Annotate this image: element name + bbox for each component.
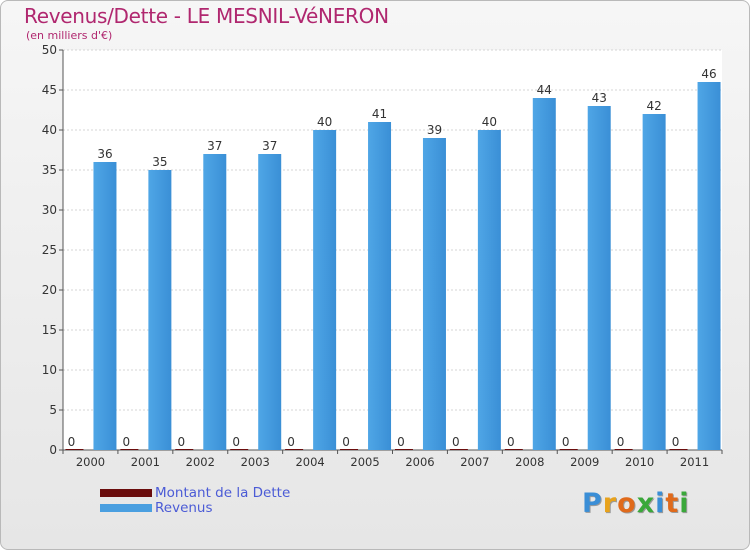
- data-label-dette: 0: [232, 435, 240, 449]
- bar-dette: [504, 449, 523, 450]
- x-tick-label: 2003: [241, 455, 270, 469]
- data-label-revenus: 36: [97, 147, 112, 161]
- bar-revenus: [532, 98, 556, 450]
- x-tick-label: 2005: [350, 455, 379, 469]
- bar-dette: [394, 449, 413, 450]
- bar-revenus: [587, 106, 611, 450]
- bar-dette: [230, 449, 249, 450]
- bar-dette: [449, 449, 468, 450]
- y-tick-label: 5: [49, 403, 57, 417]
- proxiti-logo: Proxiti: [582, 488, 690, 519]
- legend-swatch-dette: [100, 489, 152, 497]
- bar-dette: [120, 449, 139, 450]
- bar-dette: [340, 449, 359, 450]
- data-label-dette: 0: [452, 435, 460, 449]
- bar-revenus: [258, 154, 282, 450]
- data-label-revenus: 41: [372, 107, 387, 121]
- x-tick-label: 2009: [570, 455, 599, 469]
- data-label-dette: 0: [342, 435, 350, 449]
- x-tick-label: 2002: [186, 455, 215, 469]
- x-tick-label: 2008: [515, 455, 544, 469]
- logo-letter: r: [602, 488, 618, 519]
- y-tick-label: 35: [42, 163, 57, 177]
- x-tick-label: 2011: [680, 455, 709, 469]
- y-tick-label: 50: [42, 43, 57, 57]
- legend-label-dette: Montant de la Dette: [155, 485, 291, 501]
- bar-revenus: [203, 154, 227, 450]
- y-tick-label: 10: [42, 363, 57, 377]
- bar-revenus: [697, 82, 721, 450]
- x-tick-label: 2007: [460, 455, 489, 469]
- y-tick-label: 25: [42, 243, 57, 257]
- logo-letter: P: [582, 488, 603, 519]
- data-label-revenus: 46: [701, 67, 716, 81]
- logo-letter: o: [617, 488, 637, 519]
- y-tick-label: 30: [42, 203, 57, 217]
- x-tick-label: 2004: [295, 455, 324, 469]
- data-label-dette: 0: [397, 435, 405, 449]
- legend-label-revenus: Revenus: [155, 500, 213, 516]
- data-label-dette: 0: [617, 435, 625, 449]
- data-label-revenus: 44: [537, 83, 552, 97]
- chart-title: Revenus/Dette - LE MESNIL-VéNERON: [24, 4, 389, 28]
- x-tick-label: 2001: [131, 455, 160, 469]
- bar-revenus: [313, 130, 337, 450]
- x-tick-label: 2006: [405, 455, 434, 469]
- data-label-revenus: 35: [152, 155, 167, 169]
- data-label-dette: 0: [177, 435, 185, 449]
- bar-dette: [175, 449, 194, 450]
- y-tick-label: 20: [42, 283, 57, 297]
- x-tick-label: 2000: [76, 455, 105, 469]
- bar-dette: [65, 449, 84, 450]
- data-label-dette: 0: [123, 435, 131, 449]
- bar-revenus: [642, 114, 666, 450]
- bar-revenus: [422, 138, 446, 450]
- data-label-revenus: 37: [207, 139, 222, 153]
- bar-revenus: [93, 162, 117, 450]
- y-tick-label: 40: [42, 123, 57, 137]
- x-tick-label: 2010: [625, 455, 654, 469]
- legend-swatch-revenus: [100, 504, 152, 512]
- data-label-revenus: 40: [317, 115, 332, 129]
- chart-subtitle: (en milliers d'€): [26, 29, 113, 42]
- bar-dette: [669, 449, 688, 450]
- data-label-dette: 0: [672, 435, 680, 449]
- bar-dette: [285, 449, 304, 450]
- data-label-dette: 0: [562, 435, 570, 449]
- logo-letter: i: [679, 488, 690, 519]
- bar-revenus: [368, 122, 392, 450]
- bar-revenus: [477, 130, 501, 450]
- bar-dette: [614, 449, 633, 450]
- bar-dette: [559, 449, 578, 450]
- logo-letter: x: [636, 488, 656, 519]
- bar-revenus: [148, 170, 172, 450]
- y-tick-label: 45: [42, 83, 57, 97]
- data-label-revenus: 42: [646, 99, 661, 113]
- data-label-dette: 0: [287, 435, 295, 449]
- data-label-revenus: 40: [482, 115, 497, 129]
- data-label-dette: 0: [507, 435, 515, 449]
- data-label-revenus: 43: [592, 91, 607, 105]
- data-label-revenus: 37: [262, 139, 277, 153]
- data-label-dette: 0: [68, 435, 76, 449]
- logo-letter: i: [655, 488, 666, 519]
- y-tick-label: 0: [49, 443, 57, 457]
- logo-letter: t: [665, 488, 680, 519]
- y-tick-label: 15: [42, 323, 57, 337]
- data-label-revenus: 39: [427, 123, 442, 137]
